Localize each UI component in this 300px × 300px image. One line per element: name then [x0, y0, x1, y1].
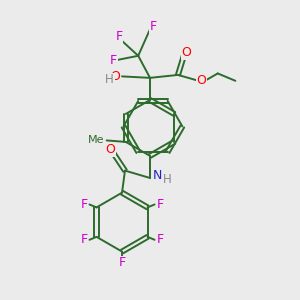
Text: O: O	[196, 74, 206, 87]
Text: F: F	[156, 198, 164, 211]
Text: O: O	[111, 70, 121, 83]
Text: F: F	[118, 256, 126, 269]
Text: O: O	[105, 143, 115, 157]
Text: Me: Me	[88, 135, 104, 146]
Text: F: F	[116, 30, 123, 43]
Text: F: F	[81, 198, 88, 211]
Text: F: F	[149, 20, 157, 33]
Text: H: H	[105, 74, 114, 86]
Text: F: F	[81, 233, 88, 246]
Text: F: F	[156, 233, 164, 246]
Text: N: N	[153, 169, 162, 182]
Text: F: F	[110, 54, 117, 67]
Text: O: O	[181, 46, 191, 59]
Text: H: H	[163, 173, 172, 186]
